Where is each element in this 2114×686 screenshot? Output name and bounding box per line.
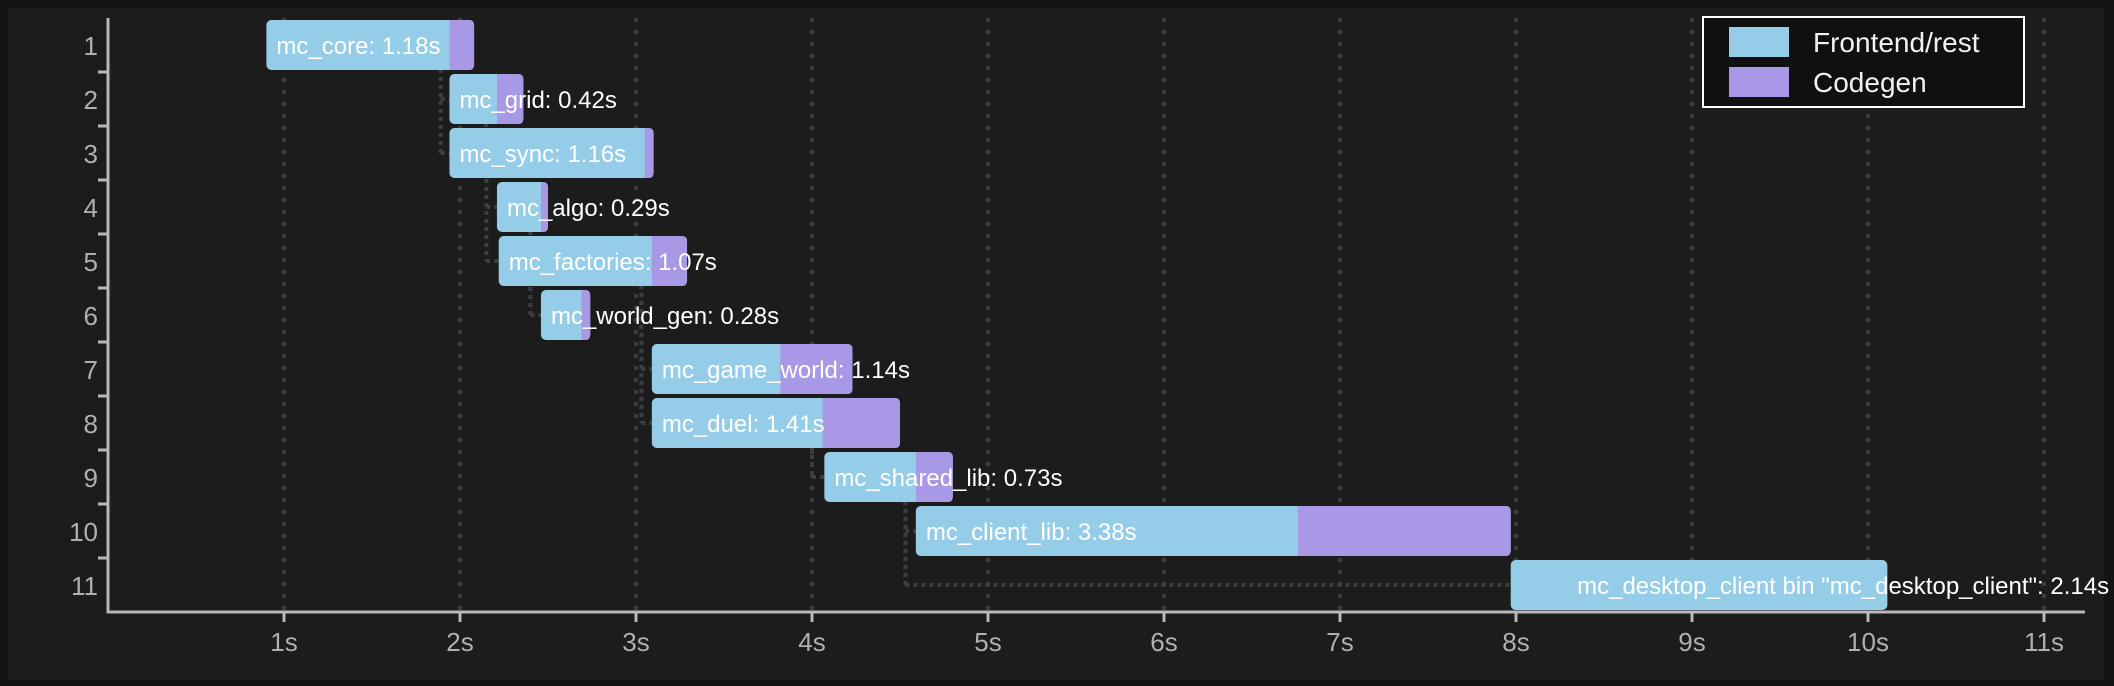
y-tick-label: 8 (84, 409, 98, 439)
bar-codegen-segment[interactable] (651, 236, 688, 286)
legend-label-frontend: Frontend/rest (1813, 27, 1980, 58)
bar-mc_desktop_client[interactable] (1510, 560, 1888, 610)
bar-label: mc_algo: 0.29s (507, 195, 670, 222)
bar-codegen-segment[interactable] (540, 182, 548, 232)
y-tick-label: 5 (84, 247, 98, 277)
bar-codegen-segment[interactable] (644, 128, 654, 178)
bar-frontend-segment[interactable] (1510, 560, 1888, 610)
bar-label: mc_game_world: 1.14s (662, 357, 910, 384)
bar-frontend-segment[interactable] (449, 128, 654, 178)
bar-mc_world_gen[interactable] (540, 290, 591, 340)
bar-codegen-segment[interactable] (449, 20, 475, 70)
bar-label: mc_core: 1.18s (276, 33, 440, 60)
axes: 1 2 3 4 5 6 7 8 9 10 11 1s 2s 3s 4s 5s 6s 7s 8s 9s 10s 11s (69, 18, 2085, 657)
bar-codegen-segment[interactable] (915, 452, 953, 502)
bar-codegen-segment[interactable] (780, 344, 853, 394)
y-tick-label: 3 (84, 139, 98, 169)
x-tick-label: 8s (1502, 627, 1529, 657)
bar-label: mc_sync: 1.16s (459, 141, 626, 168)
bar-label: mc_duel: 1.41s (662, 411, 825, 438)
bar-mc_factories[interactable] (498, 236, 688, 286)
bar-codegen-segment[interactable] (1297, 506, 1511, 556)
x-tick-label: 11s (2024, 627, 2064, 657)
bar-frontend-segment[interactable] (540, 290, 591, 340)
bar-mc_duel[interactable] (651, 398, 900, 448)
bar-frontend-segment[interactable] (496, 182, 548, 232)
bar-mc_client_lib[interactable] (915, 506, 1511, 556)
x-tick-label: 1s (270, 627, 297, 657)
legend-swatch-frontend (1729, 27, 1789, 57)
x-tick-label: 5s (974, 627, 1001, 657)
y-tick-label: 1 (84, 31, 98, 61)
bar-label: mc_grid: 0.42s (459, 87, 616, 114)
y-tick-label: 6 (84, 301, 98, 331)
x-tick-label: 4s (798, 627, 825, 657)
bar-frontend-segment[interactable] (498, 236, 688, 286)
legend-swatch-codegen (1729, 67, 1789, 97)
bar-label: mc_client_lib: 3.38s (926, 519, 1137, 546)
bar-label: mc_desktop_client bin "mc_desktop_client… (1577, 573, 2109, 600)
y-tick-label: 4 (84, 193, 98, 223)
y-tick-label: 2 (84, 85, 98, 115)
y-tick-label: 9 (84, 463, 98, 493)
y-tick-label: 10 (69, 517, 98, 547)
x-tick-label: 6s (1150, 627, 1177, 657)
bar-codegen-segment[interactable] (581, 290, 591, 340)
bar-mc_grid[interactable] (449, 74, 524, 124)
x-tick-label: 7s (1326, 627, 1353, 657)
bar-mc_sync[interactable] (449, 128, 654, 178)
y-tick-label: 11 (71, 571, 98, 601)
y-tick-label: 7 (84, 355, 98, 385)
bar-labels: mc_core: 1.18s mc_grid: 0.42s mc_sync: 1.1… (276, 33, 2109, 600)
bar-frontend-segment[interactable] (266, 20, 475, 70)
x-tick-label: 10s (1847, 627, 1889, 657)
bar-mc_core[interactable] (266, 20, 475, 70)
bar-codegen-segment[interactable] (496, 74, 524, 124)
x-tick-label: 2s (446, 627, 473, 657)
x-tick-label: 9s (1678, 627, 1705, 657)
bar-label: mc_factories: 1.07s (509, 249, 717, 276)
bars (266, 20, 1888, 610)
bar-label: mc_shared_lib: 0.73s (834, 465, 1062, 492)
bar-mc_game_world[interactable] (651, 344, 853, 394)
bar-mc_algo[interactable] (496, 182, 548, 232)
bar-mc_shared_lib[interactable] (824, 452, 953, 502)
legend-label-codegen: Codegen (1813, 67, 1927, 98)
bar-codegen-segment[interactable] (822, 398, 900, 448)
legend: Frontend/rest Codegen (1702, 16, 2025, 108)
bar-label: mc_world_gen: 0.28s (551, 303, 779, 330)
x-tick-label: 3s (622, 627, 649, 657)
